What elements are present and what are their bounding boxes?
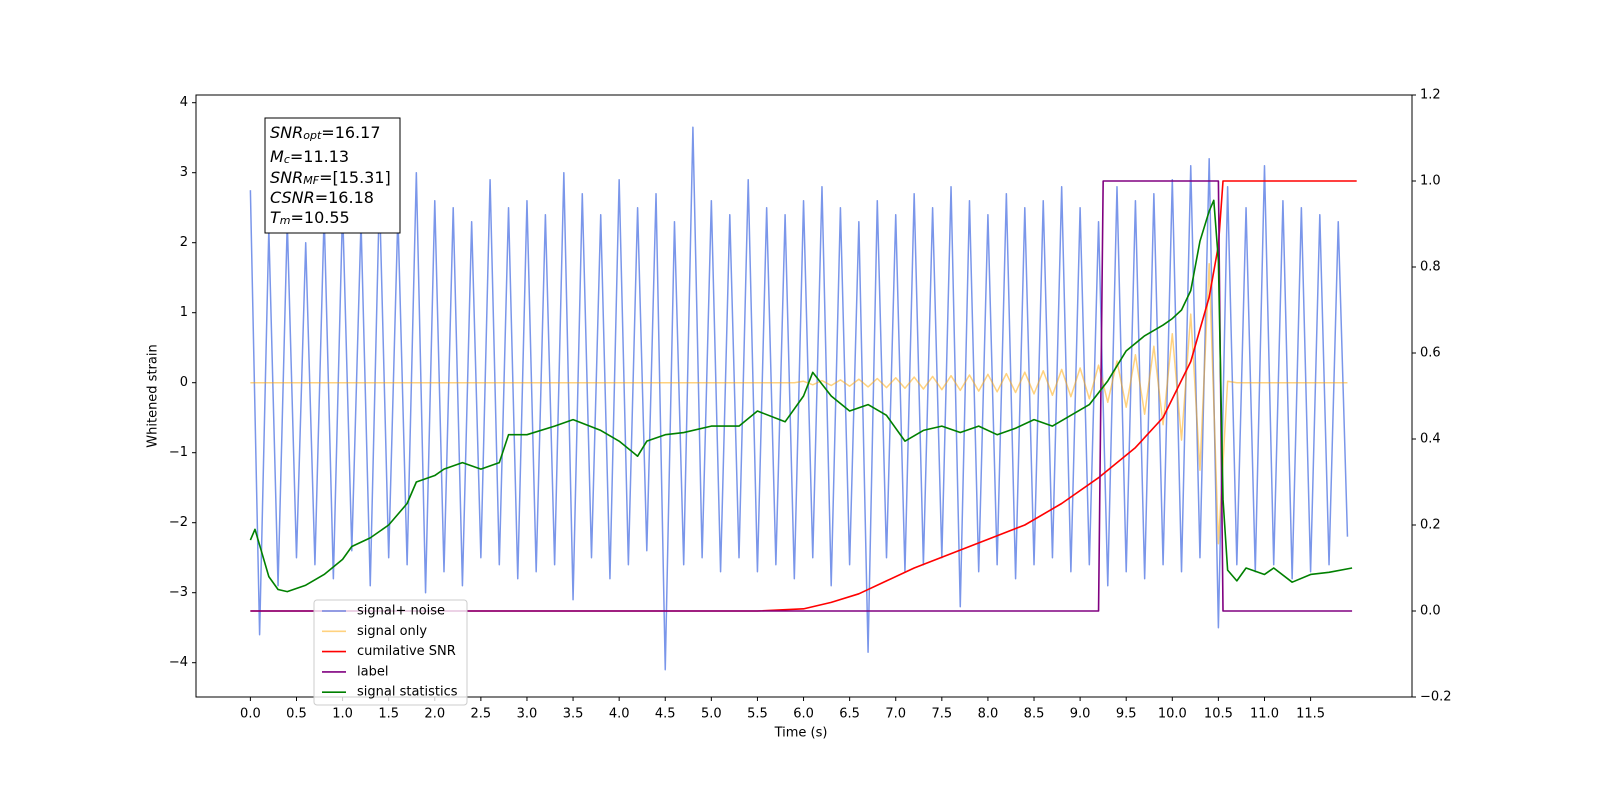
x-tick-label: 6.5 <box>839 707 860 722</box>
annotation-value: =11.13 <box>290 147 349 166</box>
x-tick-label: 8.0 <box>978 707 999 722</box>
annotation-text: CSNR=16.18 <box>270 188 374 207</box>
y2-tick-label: 0.4 <box>1420 432 1441 447</box>
x-axis-label: Time (s) <box>774 726 828 741</box>
annotation-value: =16.18 <box>315 188 374 207</box>
legend-box <box>313 599 468 706</box>
y-tick-label: 0 <box>180 375 188 390</box>
x-tick-label: 7.0 <box>885 707 906 722</box>
x-tick-label: 11.5 <box>1296 707 1325 722</box>
y2-tick-label: 0.0 <box>1420 604 1441 619</box>
x-tick-label: 2.5 <box>471 707 492 722</box>
y-axis-label: Whitened strain <box>146 344 161 447</box>
annotation-value: =16.17 <box>321 123 380 142</box>
y-tick-label: 4 <box>180 95 188 110</box>
series-line <box>249 126 1349 671</box>
annotation-symbol: CSNR <box>270 188 315 207</box>
legend-label: signal statistics <box>357 685 458 700</box>
x-tick-label: 9.5 <box>1116 707 1137 722</box>
y-tick-label: −1 <box>169 445 188 460</box>
legend-label: cumilative SNR <box>357 644 456 659</box>
x-tick-label: 6.0 <box>793 707 814 722</box>
x-tick-label: 2.0 <box>424 707 445 722</box>
annotation-text: SNRMF=[15.31] <box>270 168 391 188</box>
x-tick-label: 1.0 <box>332 707 353 722</box>
x-tick-label: 0.5 <box>286 707 307 722</box>
y2-tick-label: −0.2 <box>1420 690 1452 705</box>
x-tick-label: 8.5 <box>1024 707 1045 722</box>
y-tick-label: −2 <box>169 515 188 530</box>
x-tick-label: 5.0 <box>701 707 722 722</box>
legend-label: signal+ noise <box>357 604 445 619</box>
x-tick-label: 4.5 <box>655 707 676 722</box>
x-tick-label: 3.5 <box>563 707 584 722</box>
y-tick-label: −4 <box>169 655 188 670</box>
y2-tick-label: 1.2 <box>1420 88 1441 103</box>
annotation-symbol: SNR <box>270 123 303 142</box>
annotation-symbol: T <box>270 208 281 227</box>
annotation-subscript: m <box>280 214 291 227</box>
annotation-text: Mc=11.13 <box>270 147 349 167</box>
series-line <box>250 262 1348 545</box>
plot-area <box>249 126 1357 671</box>
x-tick-label: 5.5 <box>747 707 768 722</box>
series-line <box>249 199 1353 593</box>
y2-tick-label: 1.0 <box>1420 174 1441 189</box>
legend-label: label <box>357 664 388 679</box>
annotation-box <box>264 117 401 234</box>
annotation-symbol: SNR <box>270 168 303 187</box>
x-tick-label: 1.5 <box>378 707 399 722</box>
x-tick-label: 9.0 <box>1070 707 1091 722</box>
y-tick-label: −3 <box>169 585 188 600</box>
x-tick-label: 0.0 <box>240 707 261 722</box>
annotation-subscript: MF <box>303 174 319 187</box>
annotation-text: Tm=10.55 <box>270 208 350 228</box>
y2-tick-label: 0.6 <box>1420 346 1441 361</box>
series-line <box>250 180 1357 612</box>
annotation-subscript: c <box>284 153 290 166</box>
legend-label: signal only <box>357 624 427 639</box>
x-tick-label: 4.0 <box>609 707 630 722</box>
x-tick-label: 11.0 <box>1250 707 1279 722</box>
y2-tick-label: 0.8 <box>1420 260 1441 275</box>
series-line <box>250 180 1353 612</box>
annotation-value: =10.55 <box>291 208 350 227</box>
y-tick-label: 3 <box>180 165 188 180</box>
annotation-subscript: opt <box>303 129 322 142</box>
annotation-text: SNRopt=16.17 <box>270 123 381 143</box>
annotation-value: =[15.31] <box>319 168 391 187</box>
x-tick-label: 3.0 <box>517 707 538 722</box>
y-tick-label: 2 <box>180 235 188 250</box>
x-tick-label: 10.5 <box>1204 707 1233 722</box>
x-tick-label: 7.5 <box>931 707 952 722</box>
y2-tick-label: 0.2 <box>1420 518 1441 533</box>
annotation-symbol: M <box>270 147 284 166</box>
x-tick-label: 10.0 <box>1158 707 1187 722</box>
y-tick-label: 1 <box>180 305 188 320</box>
